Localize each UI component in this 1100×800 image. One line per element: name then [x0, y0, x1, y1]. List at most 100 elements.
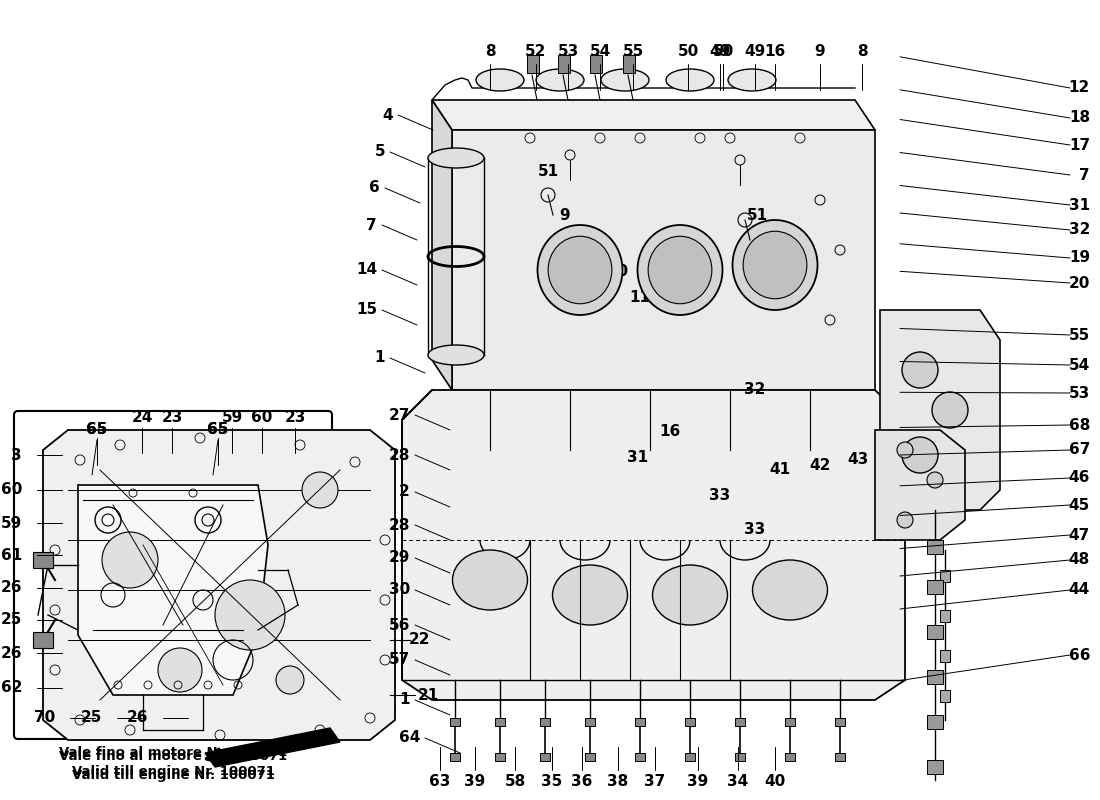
Text: 60: 60	[1, 482, 22, 498]
Polygon shape	[432, 100, 452, 390]
Text: Vale fino al motore Nr. 100071: Vale fino al motore Nr. 100071	[59, 750, 287, 763]
Ellipse shape	[536, 69, 584, 91]
Text: 65: 65	[207, 422, 229, 438]
Text: 26: 26	[126, 710, 148, 726]
Bar	[450, 753, 460, 761]
Text: 8: 8	[857, 45, 867, 59]
Bar	[635, 753, 645, 761]
Bar	[635, 718, 645, 726]
Text: 65: 65	[86, 422, 108, 438]
Text: Valid till engine Nr. 100071: Valid till engine Nr. 100071	[72, 769, 274, 782]
Text: 34: 34	[727, 774, 749, 790]
Text: 49: 49	[710, 45, 730, 59]
Bar	[940, 650, 950, 662]
Text: 9: 9	[560, 207, 570, 222]
Text: 46: 46	[1068, 470, 1090, 486]
Polygon shape	[432, 100, 874, 130]
Text: 53: 53	[1069, 386, 1090, 401]
Text: 1: 1	[399, 693, 410, 707]
Bar	[527, 55, 539, 73]
Ellipse shape	[652, 565, 727, 625]
Ellipse shape	[428, 345, 484, 365]
Text: 28: 28	[388, 518, 410, 533]
Bar	[623, 55, 635, 73]
Text: 28: 28	[388, 447, 410, 462]
Text: 19: 19	[1069, 250, 1090, 266]
Bar	[558, 55, 570, 73]
Text: 14: 14	[356, 262, 377, 278]
Polygon shape	[43, 430, 395, 740]
Text: 17: 17	[1069, 138, 1090, 153]
Text: 24: 24	[131, 410, 153, 426]
Circle shape	[102, 532, 158, 588]
Text: 38: 38	[607, 774, 628, 790]
Text: 62: 62	[0, 681, 22, 695]
Text: 37: 37	[645, 774, 665, 790]
Text: 5: 5	[374, 145, 385, 159]
Bar	[940, 610, 950, 622]
Text: 64: 64	[398, 730, 420, 746]
Text: 26: 26	[0, 581, 22, 595]
Text: 48: 48	[1069, 553, 1090, 567]
Polygon shape	[402, 390, 905, 700]
Text: 26: 26	[0, 646, 22, 661]
Text: 52: 52	[526, 45, 547, 59]
Text: 10: 10	[607, 265, 628, 279]
Text: 51: 51	[538, 165, 559, 179]
Bar	[835, 753, 845, 761]
Text: 57: 57	[388, 653, 410, 667]
Text: 56: 56	[388, 618, 410, 633]
Text: 33: 33	[745, 522, 766, 538]
Circle shape	[896, 442, 913, 458]
Ellipse shape	[548, 236, 612, 304]
Text: 63: 63	[429, 774, 451, 790]
Text: 23: 23	[162, 410, 183, 426]
Bar	[540, 718, 550, 726]
Circle shape	[214, 580, 285, 650]
Text: 7: 7	[1079, 167, 1090, 182]
Text: 36: 36	[571, 774, 593, 790]
Ellipse shape	[648, 236, 712, 304]
Text: 42: 42	[810, 458, 830, 473]
Text: 54: 54	[1069, 358, 1090, 373]
Bar	[735, 753, 745, 761]
Text: 9: 9	[815, 45, 825, 59]
Circle shape	[896, 512, 913, 528]
Text: 15: 15	[356, 302, 377, 318]
Text: 20: 20	[1068, 275, 1090, 290]
Text: Vale fino al motore Nr. 100071: Vale fino al motore Nr. 100071	[59, 746, 287, 759]
Circle shape	[276, 666, 304, 694]
Text: 43: 43	[847, 453, 869, 467]
Text: 8: 8	[485, 45, 495, 59]
Text: 6: 6	[370, 181, 379, 195]
Text: 11: 11	[629, 290, 650, 306]
Bar	[540, 753, 550, 761]
Text: 50: 50	[713, 45, 734, 59]
Text: 50: 50	[678, 45, 698, 59]
Text: 68: 68	[1068, 418, 1090, 433]
Ellipse shape	[452, 550, 528, 610]
Text: 2: 2	[399, 485, 410, 499]
Text: 47: 47	[1069, 527, 1090, 542]
Text: 49: 49	[745, 45, 766, 59]
Bar	[585, 753, 595, 761]
Text: 29: 29	[388, 550, 410, 566]
Bar	[927, 625, 943, 639]
Ellipse shape	[601, 69, 649, 91]
Text: 51: 51	[747, 207, 768, 222]
Bar	[685, 718, 695, 726]
Ellipse shape	[666, 69, 714, 91]
Text: 12: 12	[1069, 81, 1090, 95]
Text: 66: 66	[1068, 647, 1090, 662]
Text: 59: 59	[221, 410, 243, 426]
Ellipse shape	[752, 560, 827, 620]
Bar	[495, 753, 505, 761]
Text: Valid till engine Nr. 100071: Valid till engine Nr. 100071	[72, 765, 274, 778]
Text: 32: 32	[745, 382, 766, 398]
Text: 7: 7	[366, 218, 377, 233]
Text: 55: 55	[1069, 327, 1090, 342]
Text: 40: 40	[764, 774, 785, 790]
Ellipse shape	[744, 231, 807, 298]
Bar	[927, 580, 943, 594]
Text: 32: 32	[1068, 222, 1090, 238]
